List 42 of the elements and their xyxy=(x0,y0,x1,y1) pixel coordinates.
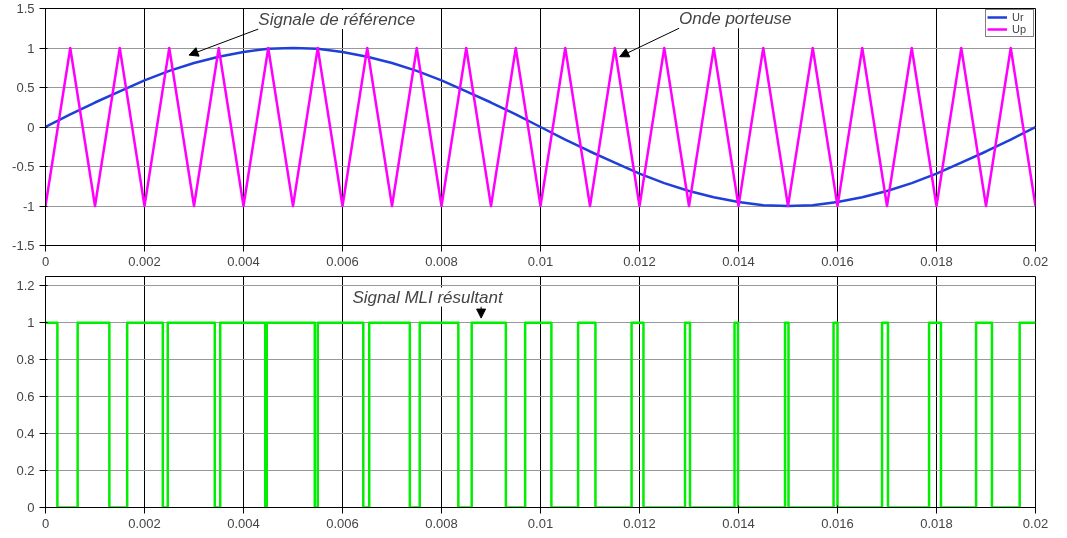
x-tick-label: 0 xyxy=(41,515,50,531)
x-tick-label: 0.018 xyxy=(920,515,953,531)
x-tick-label: 0.006 xyxy=(326,515,359,531)
x-tick-label: 0.002 xyxy=(128,253,161,269)
y-tick-label: -1 xyxy=(22,198,35,214)
y-tick-label: 1.2 xyxy=(16,278,35,294)
x-tick-label: 0.002 xyxy=(128,515,161,531)
annotation: Signale de référence xyxy=(258,10,416,30)
y-tick-label: -0.5 xyxy=(12,159,35,174)
x-tick-label: 0.004 xyxy=(227,515,260,531)
y-tick-label: 1.5 xyxy=(16,1,35,16)
line-series xyxy=(45,46,1036,208)
x-tick-label: 0.008 xyxy=(425,515,458,531)
x-tick-label: 0.014 xyxy=(722,253,755,269)
annotation: Onde porteuse xyxy=(679,9,792,29)
y-tick-label: 0.6 xyxy=(16,389,35,405)
x-tick-label: 0.014 xyxy=(722,515,755,531)
x-tick-label: 0.004 xyxy=(227,253,260,269)
y-tick-label: 0 xyxy=(27,119,35,135)
legend-label: Up xyxy=(1012,23,1028,35)
x-tick-label: 0.01 xyxy=(527,515,554,531)
annotation: Signal MLI résultant xyxy=(352,287,504,307)
y-tick-label: 1 xyxy=(27,40,35,56)
x-tick-label: 0.008 xyxy=(425,253,458,269)
x-tick-label: 0.006 xyxy=(326,253,359,269)
x-tick-label: 0.012 xyxy=(623,253,656,269)
x-tick-label: 0.012 xyxy=(623,515,656,531)
x-tick-label: 0.018 xyxy=(920,253,953,269)
y-tick-label: 0 xyxy=(27,500,35,515)
y-tick-label: 0.4 xyxy=(16,426,35,442)
x-tick-label: 0.02 xyxy=(1022,253,1049,269)
x-tick-label: 0 xyxy=(41,253,50,269)
y-tick-label: 1 xyxy=(27,315,35,331)
x-tick-label: 0.02 xyxy=(1022,515,1049,531)
y-tick-label: 0.5 xyxy=(16,80,35,95)
legend-label: Ur xyxy=(1012,11,1025,23)
y-tick-label: 0.2 xyxy=(16,463,35,479)
x-tick-label: 0.016 xyxy=(821,253,854,269)
x-tick-label: 0.01 xyxy=(527,253,554,269)
y-tick-label: -1.5 xyxy=(12,238,35,253)
x-tick-label: 0.016 xyxy=(821,515,854,531)
y-tick-label: 0.8 xyxy=(16,352,35,368)
